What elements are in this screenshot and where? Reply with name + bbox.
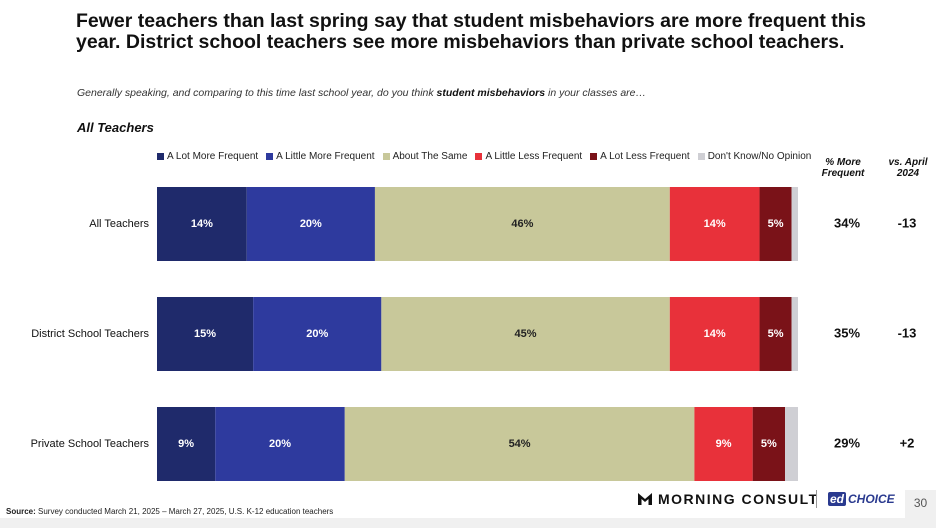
legend-swatch [590,153,598,160]
data-label: 5% [768,218,784,230]
more-frequent-value: 29% [834,435,860,450]
legend-label: Don't Know/No Opinion [707,151,812,162]
legend-swatch [157,153,164,160]
data-label: 9% [178,438,194,450]
bar-segment [694,407,753,481]
morning-consult-logo: MORNING CONSULT [638,491,819,507]
data-label: 54% [509,438,531,450]
bar-segment [374,187,670,261]
page-number: 30 [905,490,936,528]
vs-april-value: -13 [898,325,917,340]
data-label: 14% [704,328,726,340]
data-label: 45% [515,328,537,340]
legend-swatch [697,153,705,160]
bar-segment [785,407,798,481]
edchoice-mark: ed [828,492,847,506]
legend-label: A Lot Less Frequent [600,151,690,162]
category-label: Private School Teachers [31,438,150,450]
data-label: 5% [768,328,784,340]
legend-swatch [475,153,483,160]
more-frequent-value: 35% [834,325,860,340]
more-frequent-value: 34% [834,215,860,230]
more-frequent-header: % More Frequent [821,157,865,179]
data-label: 9% [716,438,732,450]
bar-segment [157,407,216,481]
legend-label: A Little More Frequent [276,151,375,162]
legend-item: A Lot More Frequent [157,151,258,162]
section-label: All Teachers [77,120,154,135]
bar-segment [344,407,695,481]
legend-item: A Little More Frequent [266,151,375,162]
category-label: All Teachers [89,218,149,230]
footer-band [0,518,936,528]
legend-item: A Little Less Frequent [475,151,582,162]
legend-item: A Lot Less Frequent [590,151,690,162]
bar-segment [215,407,345,481]
legend-item: About The Same [382,151,468,162]
bar-segment [791,297,798,371]
morning-consult-mark-icon [638,493,652,505]
legend-item: Don't Know/No Opinion [697,151,812,162]
bar-segment [752,407,786,481]
legend-label: About The Same [392,151,468,162]
vs-april-header: vs. April 2024 [888,157,928,179]
category-label: District School Teachers [31,328,149,340]
bar-segment [246,187,375,261]
data-label: 15% [194,328,216,340]
page-title: Fewer teachers than last spring say that… [76,10,866,53]
vs-april-value: +2 [900,435,915,450]
source-label: Source: [6,507,36,516]
bar-segment [381,297,670,371]
morning-consult-wordmark: MORNING CONSULT [658,491,819,507]
question-text-end: in your classes are… [545,87,647,99]
bar-segment [157,297,254,371]
bar-segment [759,187,792,261]
data-label: 14% [191,218,213,230]
data-label: 14% [704,218,726,230]
data-label: 46% [511,218,533,230]
bar-segment [669,187,760,261]
legend-label: A Lot More Frequent [167,151,259,162]
source-text: Survey conducted March 21, 2025 – March … [35,507,334,516]
legend-label: A Little Less Frequent [485,151,583,162]
legend-swatch [382,153,390,160]
question-text-start: Generally speaking, and comparing to thi… [77,87,437,99]
edchoice-wordmark: CHOICE [848,492,895,506]
data-label: 5% [761,438,777,450]
vs-april-value: -13 [898,215,917,230]
data-label: 20% [306,328,328,340]
data-label: 20% [300,218,322,230]
bar-segment [669,297,760,371]
bar-segment [253,297,382,371]
source-note: Source: Survey conducted March 21, 2025 … [6,507,333,516]
bar-segment [157,187,247,261]
question-text-bold: student misbehaviors [436,87,546,99]
bar-segment [791,187,798,261]
data-label: 20% [269,438,291,450]
edchoice-logo: ed CHOICE [828,492,895,506]
chart-legend: A Lot More Frequent A Little More Frequen… [157,151,811,162]
survey-question: Generally speaking, and comparing to thi… [77,87,646,99]
logo-divider [816,490,817,508]
bar-segment [759,297,792,371]
legend-swatch [266,153,274,160]
